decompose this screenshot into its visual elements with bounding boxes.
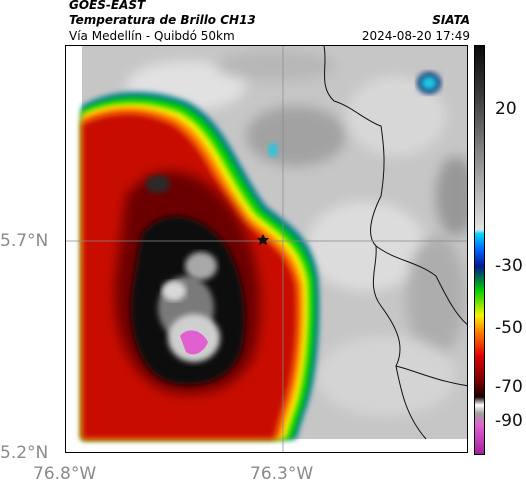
grid-lines bbox=[66, 46, 467, 452]
region-label: Vía Medellín - Quibdó 50km bbox=[69, 29, 235, 43]
location-star-icon bbox=[257, 234, 269, 245]
colorbar-tick-minus50: -50 bbox=[495, 318, 523, 338]
lat-tick-5-2: 5.2°N bbox=[0, 443, 49, 463]
satellite-label: GOES-EAST bbox=[69, 0, 146, 12]
source-label: SIATA bbox=[432, 13, 470, 27]
colorbar-tick-minus70: -70 bbox=[495, 377, 523, 397]
map-image bbox=[66, 46, 467, 452]
colorbar bbox=[474, 45, 485, 455]
colorbar-tick-20: 20 bbox=[495, 99, 517, 119]
lon-tick-76-8: 76.8°W bbox=[33, 464, 97, 484]
lat-tick-5-7: 5.7°N bbox=[0, 231, 49, 251]
colorbar-tick-minus90: -90 bbox=[495, 411, 523, 431]
coldest-core bbox=[180, 330, 208, 355]
satellite-map bbox=[65, 45, 468, 453]
datetime-label: 2024-08-20 17:49 bbox=[361, 29, 470, 43]
cyan-patch-center bbox=[268, 143, 278, 157]
lon-tick-76-3: 76.3°W bbox=[250, 464, 314, 484]
convective-cloud bbox=[82, 91, 320, 439]
border-lines bbox=[323, 46, 467, 440]
gray-texture bbox=[126, 51, 467, 416]
colorbar-tick-minus30: -30 bbox=[495, 256, 523, 276]
product-title: Temperatura de Brillo CH13 bbox=[69, 13, 256, 27]
